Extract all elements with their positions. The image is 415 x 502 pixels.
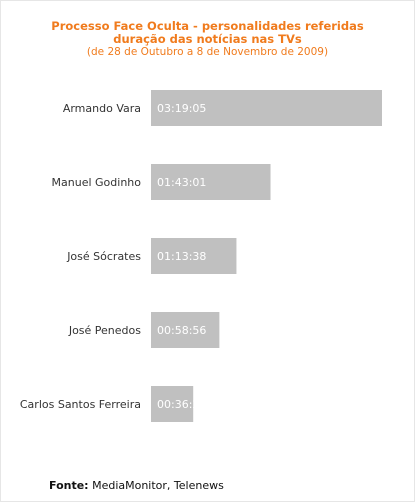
- category-label-armando-vara: Armando Vara: [63, 102, 141, 115]
- category-label-manuel-godinho: Manuel Godinho: [52, 176, 142, 189]
- source-text: MediaMonitor, Telenews: [92, 479, 224, 492]
- category-label-jose-penedos: José Penedos: [68, 324, 141, 337]
- value-label-jose-socrates: 01:13:38: [157, 250, 206, 263]
- chart-title-line1: Processo Face Oculta - personalidades re…: [51, 19, 364, 33]
- source-note: Fonte: MediaMonitor, Telenews: [49, 479, 224, 492]
- value-label-jose-penedos: 00:58:56: [157, 324, 206, 337]
- value-label-armando-vara: 03:19:05: [157, 102, 206, 115]
- category-label-jose-socrates: José Sócrates: [66, 250, 141, 263]
- category-label-carlos-santos-ferreira: Carlos Santos Ferreira: [20, 398, 141, 411]
- chart-subtitle: (de 28 de Outubro a 8 de Novembro de 200…: [86, 46, 329, 58]
- bar-armando-vara: [151, 90, 382, 126]
- bar-jose-penedos: [151, 312, 220, 348]
- chart-title-line2: duração das notícias nas TVs: [113, 32, 302, 46]
- bar-manuel-godinho: [151, 164, 271, 200]
- bar-chart: Armando Vara 03:19:05 Manuel Godinho 01:43:…: [20, 90, 382, 422]
- bar-jose-socrates: [151, 238, 237, 274]
- source-label: Fonte:: [49, 479, 89, 492]
- value-label-manuel-godinho: 01:43:01: [157, 176, 206, 189]
- value-label-carlos-santos-ferreira: 00:36:23: [157, 398, 206, 411]
- bar-carlos-santos-ferreira: [151, 386, 194, 422]
